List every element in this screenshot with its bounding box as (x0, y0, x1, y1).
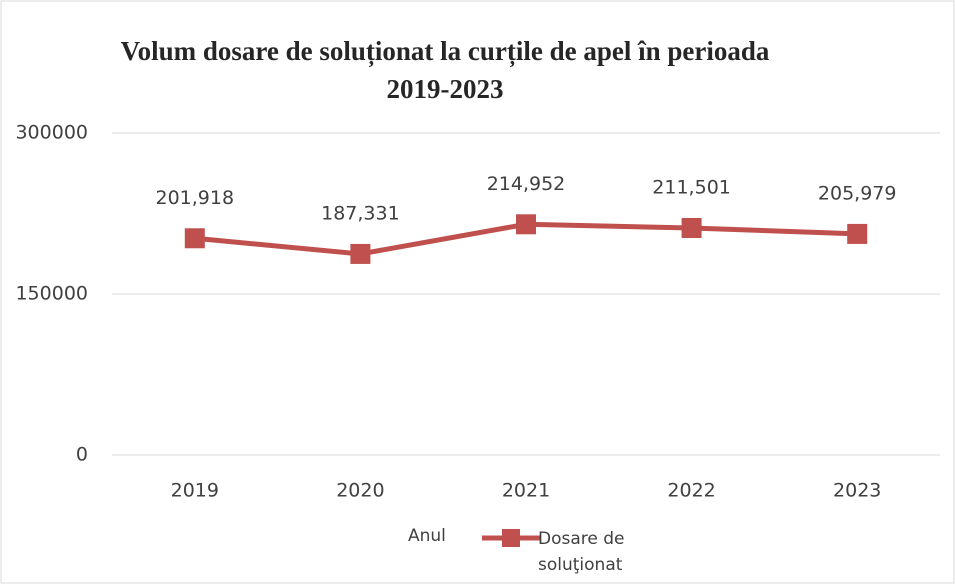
x-tick-label: 2023 (833, 480, 881, 502)
marker (847, 223, 868, 244)
legend-marker (502, 529, 520, 547)
data-label: 214,952 (487, 173, 566, 195)
marker (516, 214, 536, 235)
chart-title: Volum dosare de soluționat la curțile de… (120, 36, 770, 104)
y-tick-label: 300000 (15, 122, 88, 144)
data-label: 211,501 (652, 176, 731, 198)
x-tick-label: 2022 (667, 480, 715, 502)
y-tick-label: 0 (76, 444, 88, 466)
marker (681, 217, 702, 238)
marker (184, 228, 205, 249)
data-label: 201,918 (156, 187, 235, 209)
data-label: 205,979 (818, 182, 897, 204)
x-axis-label: Anul (408, 526, 446, 546)
data-label: 187,331 (321, 202, 400, 224)
x-tick-label: 2019 (171, 480, 219, 502)
legend-label: Dosare de soluţionat (538, 529, 625, 575)
x-tick-label: 2020 (336, 480, 384, 502)
marker (350, 243, 371, 264)
x-tick-label: 2021 (502, 480, 550, 502)
y-tick-label: 150000 (15, 283, 88, 305)
